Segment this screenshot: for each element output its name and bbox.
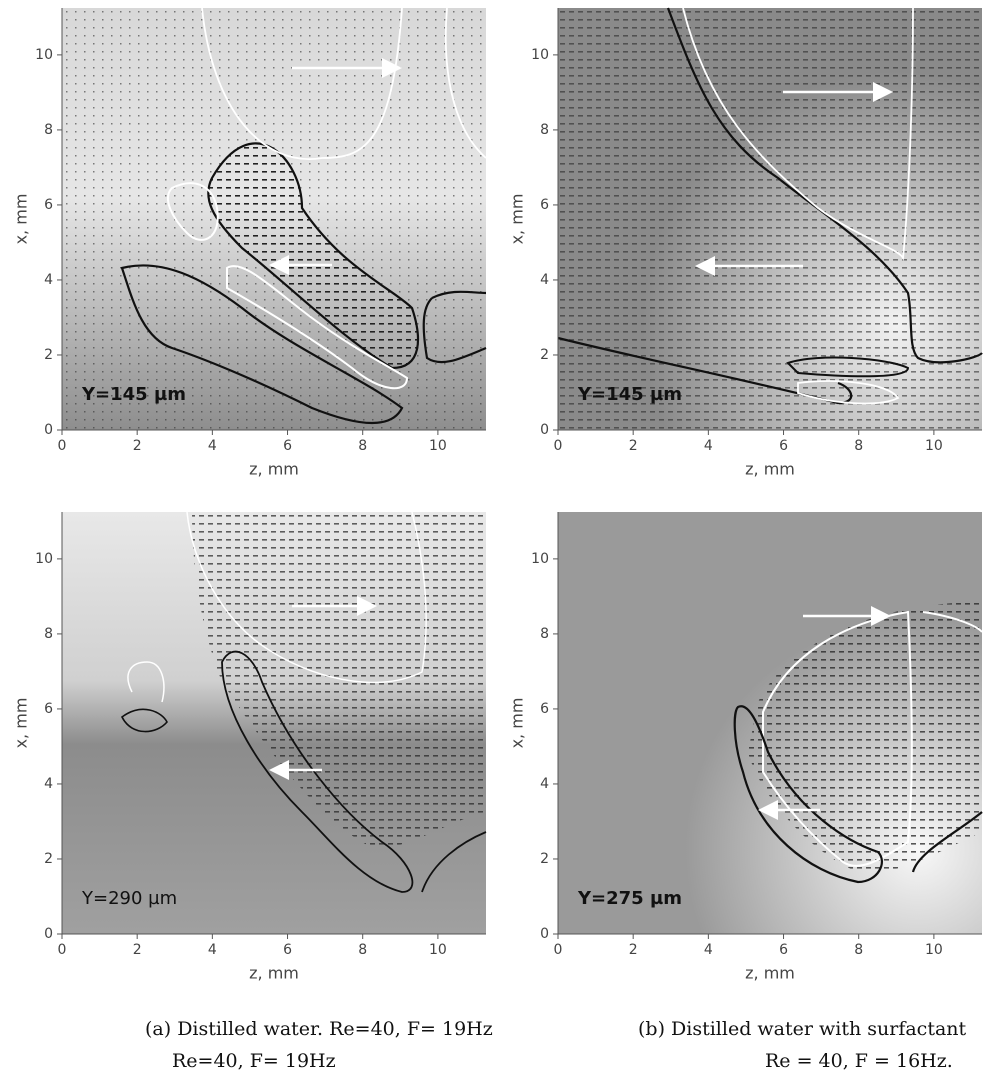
y-tick-label: 2 (540, 347, 549, 363)
x-tick-label: 8 (358, 942, 367, 958)
panel-annotation: Y=145 µm (81, 384, 186, 405)
y-tick-label: 8 (44, 122, 53, 138)
y-tick-label: 10 (531, 47, 549, 63)
x-tick-label: 10 (429, 438, 447, 454)
x-tick-label: 4 (208, 942, 217, 958)
y-tick-label: 6 (540, 197, 549, 213)
y-tick-label: 6 (44, 701, 53, 717)
x-axis-label: z, mm (745, 460, 795, 479)
panel-annotation: Y=145 µm (577, 384, 682, 405)
panel-annotation: Y=275 µm (577, 888, 682, 909)
x-axis-label: z, mm (745, 964, 795, 983)
y-tick-label: 10 (35, 551, 53, 567)
x-tick-label: 10 (925, 438, 943, 454)
y-axis-label: x, mm (12, 698, 31, 749)
caption: (a) Distilled water. Re=40, F= 19Hz (145, 1018, 493, 1040)
y-tick-label: 2 (44, 347, 53, 363)
y-tick-label: 2 (540, 851, 549, 867)
piv-image (62, 511, 487, 934)
x-tick-label: 2 (629, 438, 638, 454)
x-tick-label: 6 (283, 942, 292, 958)
y-tick-label: 8 (540, 626, 549, 642)
y-tick-label: 4 (540, 272, 549, 288)
x-tick-label: 8 (854, 438, 863, 454)
caption: Re=40, F= 19Hz (172, 1050, 336, 1072)
x-tick-label: 2 (629, 942, 638, 958)
y-tick-label: 0 (540, 926, 549, 942)
x-tick-label: 2 (133, 438, 142, 454)
x-tick-label: 10 (925, 942, 943, 958)
x-tick-label: 4 (704, 438, 713, 454)
y-axis-label: x, mm (12, 194, 31, 245)
y-tick-label: 0 (44, 422, 53, 438)
y-tick-label: 0 (540, 422, 549, 438)
piv-image (557, 7, 983, 430)
y-tick-label: 4 (44, 272, 53, 288)
y-tick-label: 0 (44, 926, 53, 942)
y-tick-label: 4 (44, 776, 53, 792)
caption: (b) Distilled water with surfactant (638, 1018, 967, 1040)
caption: Re = 40, F = 16Hz. (765, 1050, 953, 1072)
x-tick-label: 4 (208, 438, 217, 454)
x-axis-label: z, mm (249, 460, 299, 479)
y-tick-label: 10 (35, 47, 53, 63)
x-tick-label: 0 (58, 438, 67, 454)
x-tick-label: 0 (58, 942, 67, 958)
y-tick-label: 2 (44, 851, 53, 867)
piv-image (558, 512, 983, 934)
x-tick-label: 4 (704, 942, 713, 958)
y-tick-label: 8 (540, 122, 549, 138)
x-tick-label: 6 (283, 438, 292, 454)
y-tick-label: 10 (531, 551, 549, 567)
x-tick-label: 8 (358, 438, 367, 454)
x-tick-label: 2 (133, 942, 142, 958)
x-tick-label: 6 (779, 942, 788, 958)
panel-annotation: Y=290 µm (81, 888, 177, 909)
y-axis-label: x, mm (508, 194, 527, 245)
x-tick-label: 10 (429, 942, 447, 958)
piv-image (62, 7, 487, 430)
x-tick-label: 6 (779, 438, 788, 454)
y-tick-label: 6 (540, 701, 549, 717)
y-axis-label: x, mm (508, 698, 527, 749)
y-tick-label: 6 (44, 197, 53, 213)
x-axis-label: z, mm (249, 964, 299, 983)
x-tick-label: 8 (854, 942, 863, 958)
x-tick-label: 0 (554, 438, 563, 454)
x-tick-label: 0 (554, 942, 563, 958)
y-tick-label: 8 (44, 626, 53, 642)
y-tick-label: 4 (540, 776, 549, 792)
